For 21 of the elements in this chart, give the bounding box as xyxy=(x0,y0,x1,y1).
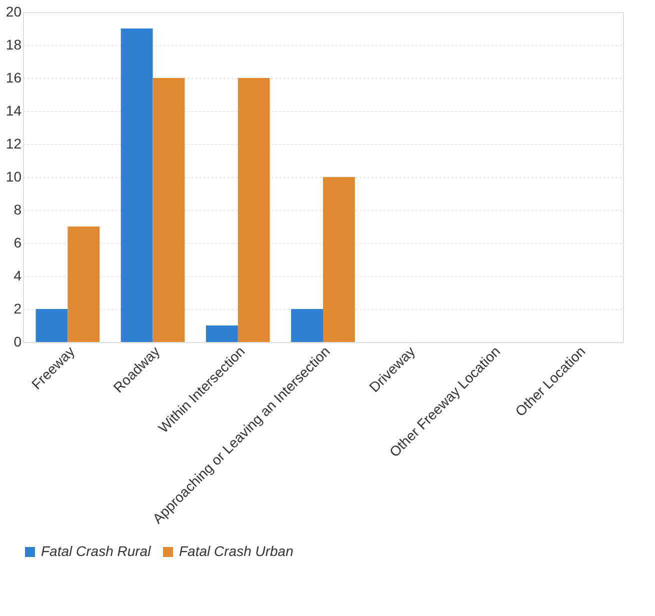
bar xyxy=(206,326,238,342)
bar xyxy=(120,28,153,342)
y-tick-label: 2 xyxy=(14,300,22,316)
bar xyxy=(68,226,100,342)
y-tick-label: 18 xyxy=(6,36,22,52)
y-tick-label: 8 xyxy=(14,202,22,218)
y-tick-label: 4 xyxy=(14,268,22,284)
bar xyxy=(238,78,270,342)
y-tick-label: 14 xyxy=(6,102,22,118)
y-tick-label: 10 xyxy=(6,168,22,184)
y-tick-label: 6 xyxy=(14,234,22,250)
legend-label: Fatal Crash Rural xyxy=(41,543,152,559)
y-tick-label: 16 xyxy=(6,70,22,86)
y-tick-label: 0 xyxy=(14,334,22,350)
bar xyxy=(323,177,355,342)
legend-label: Fatal Crash Urban xyxy=(179,543,294,559)
y-tick-label: 20 xyxy=(6,4,22,20)
y-tick-label: 12 xyxy=(6,136,22,152)
bar xyxy=(152,78,185,342)
bar xyxy=(291,309,323,342)
bar xyxy=(36,309,68,342)
